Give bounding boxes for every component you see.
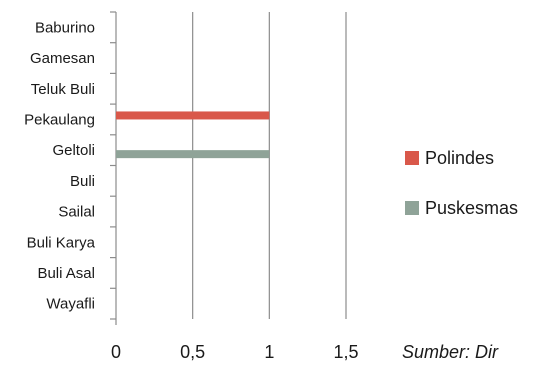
- category-label: Teluk Buli: [31, 81, 95, 98]
- category-label: Buli Asal: [37, 265, 95, 282]
- legend-label-puskesmas: Puskesmas: [425, 198, 518, 218]
- category-label: Baburino: [35, 19, 95, 36]
- gridlines: [192, 12, 347, 319]
- category-label: Geltoli: [52, 142, 95, 159]
- category-label: Sailal: [58, 204, 95, 221]
- legend-swatch-puskesmas: [405, 201, 419, 215]
- category-label: Wayafli: [46, 296, 95, 313]
- source-note: Sumber: Dir: [402, 342, 499, 362]
- legend-label-polindes: Polindes: [425, 148, 494, 168]
- x-tick-labels: 0 0,5 1 1,5: [111, 342, 359, 362]
- bar-puskesmas-geltoli: [116, 150, 270, 159]
- x-tick-label: 1: [264, 342, 274, 362]
- category-label: Gamesan: [30, 50, 95, 67]
- category-label: Pekaulang: [24, 111, 95, 128]
- x-tick-label: 0,5: [180, 342, 205, 362]
- bar-polindes-pekaulang: [116, 111, 270, 120]
- legend: Polindes Puskesmas: [405, 148, 518, 218]
- category-label: Buli: [70, 173, 95, 190]
- category-labels: Baburino Gamesan Teluk Buli Pekaulang Geltol…: [24, 19, 96, 312]
- bars: [116, 111, 270, 159]
- category-axis: [110, 11, 117, 325]
- x-tick-label: 1,5: [333, 342, 358, 362]
- x-tick-label: 0: [111, 342, 121, 362]
- category-label: Buli Karya: [27, 234, 96, 251]
- legend-swatch-polindes: [405, 151, 419, 165]
